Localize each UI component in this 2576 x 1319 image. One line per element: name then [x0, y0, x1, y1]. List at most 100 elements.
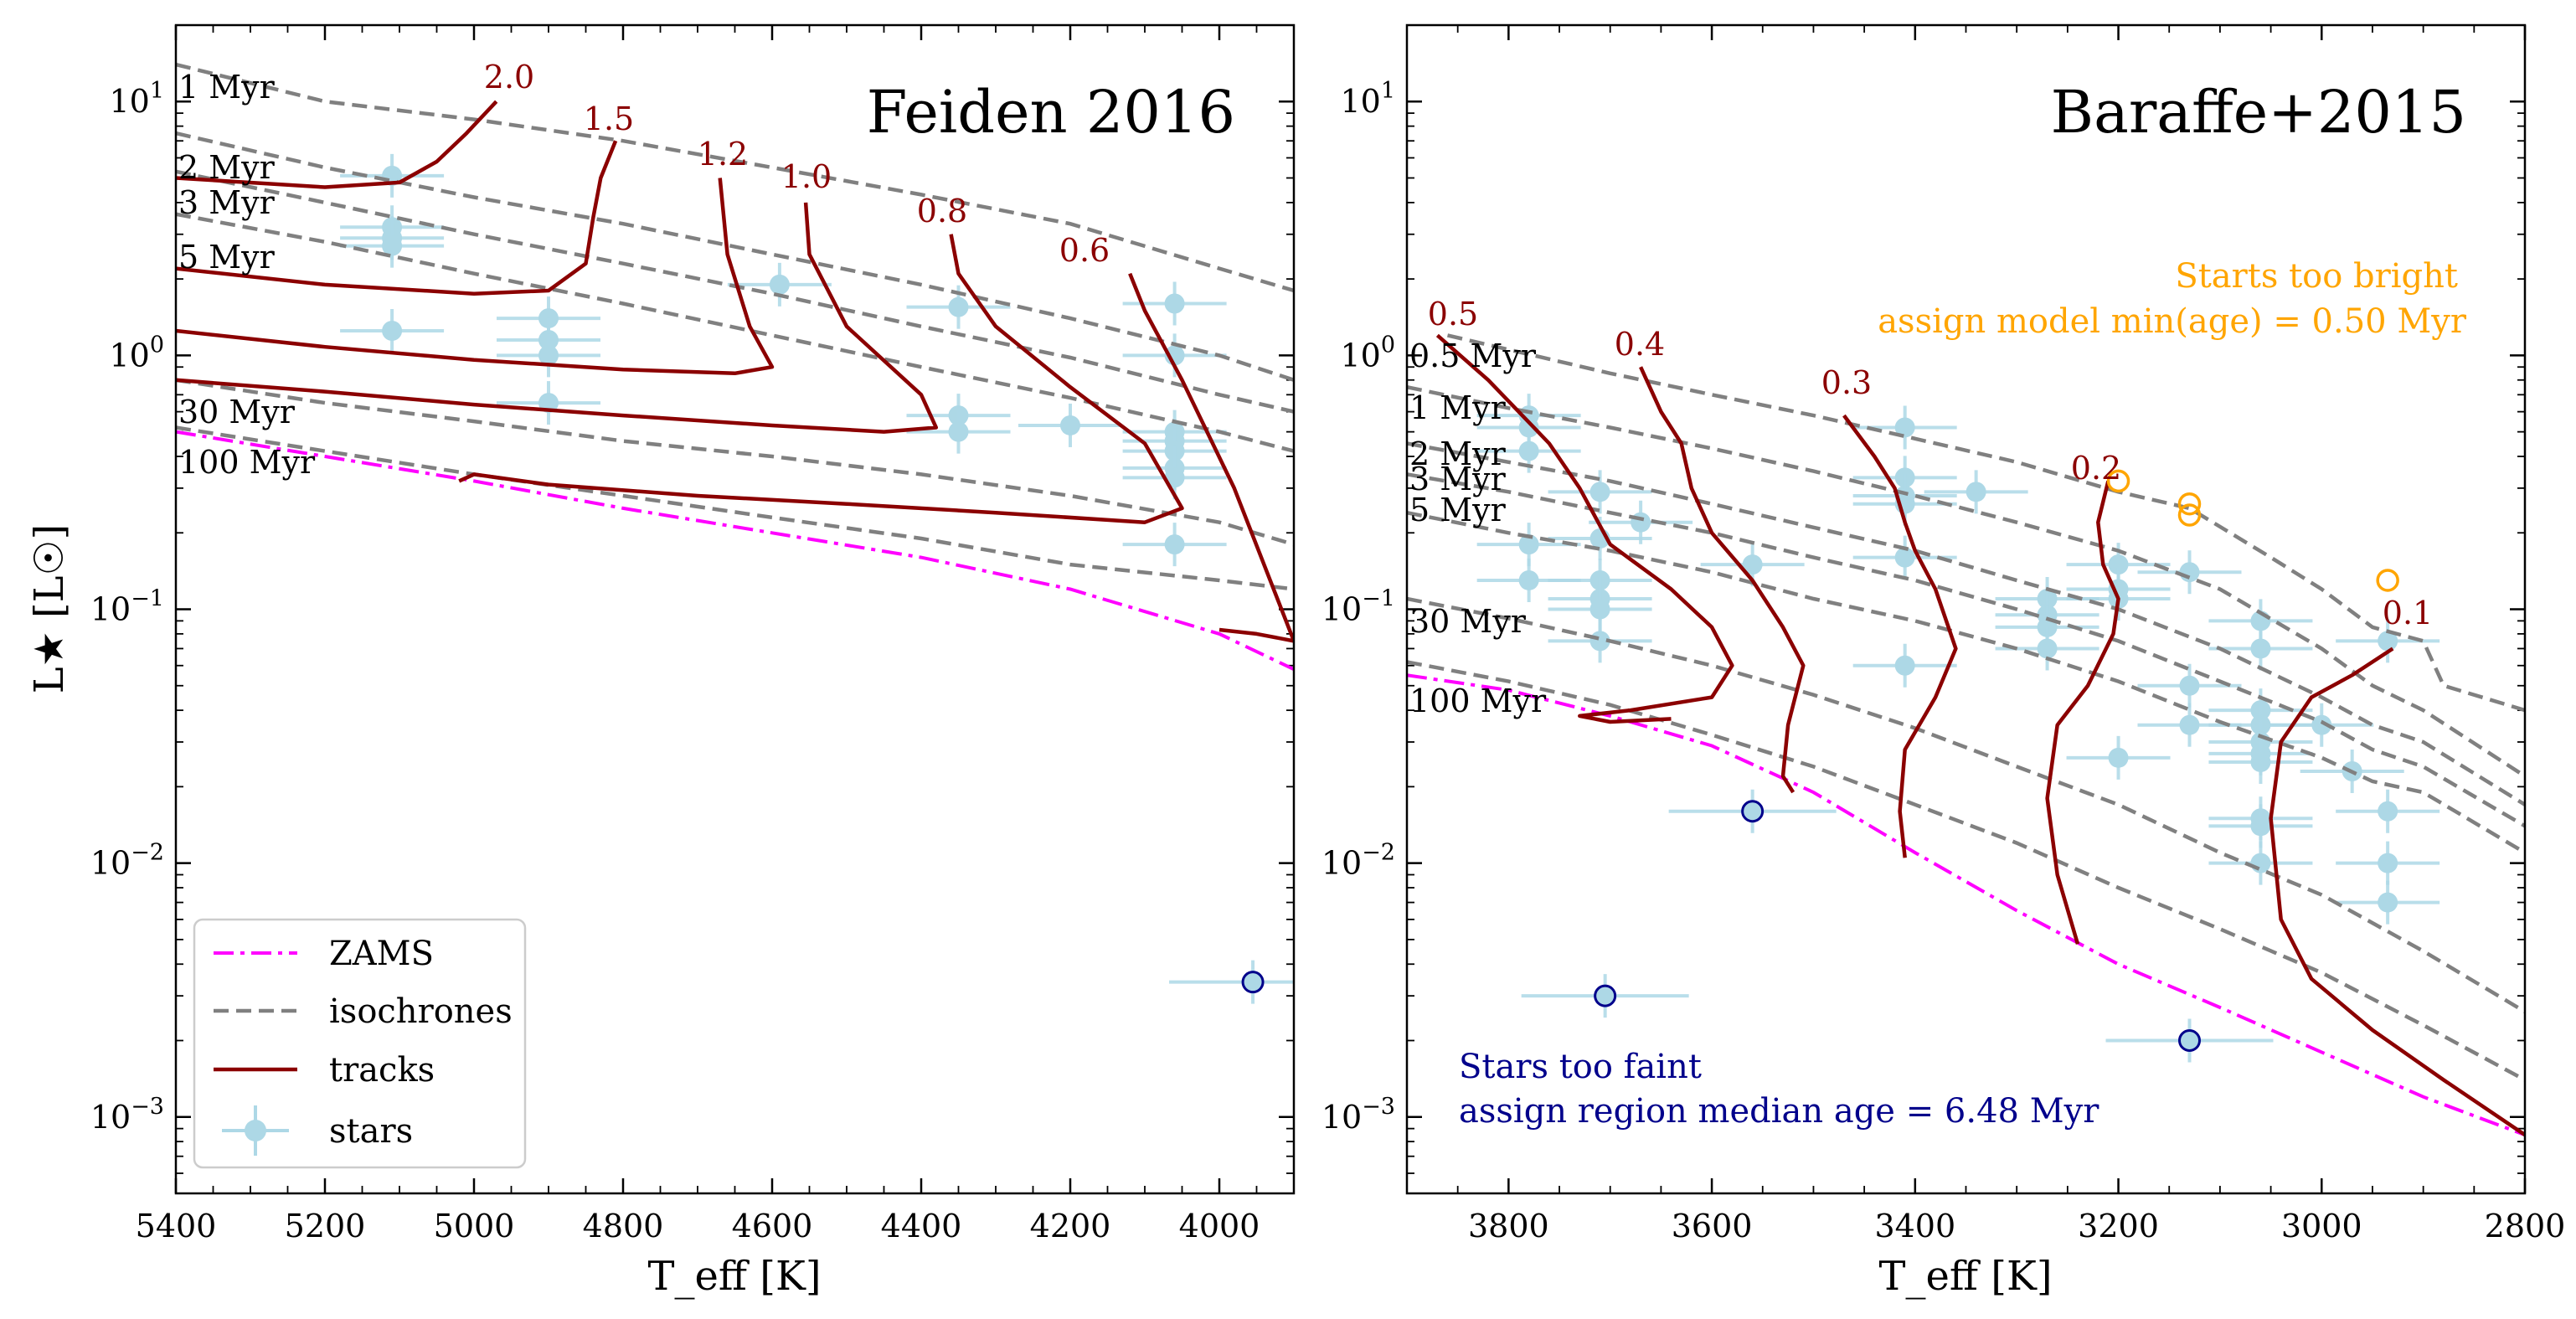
star-point: [497, 381, 600, 425]
isochrone-label: 2 Myr: [178, 149, 276, 186]
y-tick-label: 10−1: [1321, 586, 1395, 628]
star-marker: [1164, 534, 1185, 555]
faint-outlier-point: [1169, 960, 1294, 1004]
isochrone-label: 2 Myr: [1409, 435, 1507, 472]
star-marker: [382, 320, 403, 341]
left-y-axis-label: L★ [L☉]: [26, 524, 73, 694]
bright-note-line2: assign model min(age) = 0.50 Myr: [1878, 302, 2467, 341]
star-point: [2208, 804, 2313, 848]
legend-entry-zams: ZAMS: [214, 935, 434, 973]
star-point: [2208, 626, 2313, 671]
legend-label-zams: ZAMS: [329, 935, 434, 973]
track-line: [1842, 414, 1958, 858]
isochrone-label: 1 Myr: [178, 69, 276, 106]
star-marker: [1589, 482, 1610, 502]
star-point: [2208, 739, 2313, 784]
isochrone-line: [1407, 472, 2525, 828]
star-marker: [2250, 853, 2271, 873]
panel-feiden: 5400 5200 5000 4800 4600 4400 4200 4000 10−3 10−2…: [26, 23, 1296, 1300]
left-tracks: [176, 100, 1294, 643]
right-isochrones: [1407, 333, 2525, 1082]
faint-outlier-point: [1521, 974, 1689, 1018]
star-marker: [769, 274, 790, 295]
isochrone-line: [176, 169, 1294, 414]
star-point: [1122, 333, 1227, 378]
star-marker: [1164, 293, 1185, 314]
star-marker: [2378, 631, 2398, 652]
star-marker: [2179, 675, 2200, 696]
zams-line: [176, 430, 1294, 672]
star-point: [2336, 789, 2440, 833]
isochrone-label: 0.5 Myr: [1409, 337, 1537, 374]
track-mass-label: 0.1: [2383, 595, 2433, 631]
isochrone-line: [176, 131, 1294, 382]
legend-label-tracks: tracks: [329, 1051, 435, 1090]
y-tick-label: 10−2: [90, 840, 164, 882]
isochrone-line: [1407, 441, 2525, 806]
bright-note-line1: Starts too bright: [2175, 257, 2458, 296]
legend-entry-stars: stars: [222, 1105, 413, 1156]
x-tick-label: 5000: [434, 1208, 515, 1244]
track-mass-label: 1.5: [584, 100, 634, 137]
isochrone-label: 5 Myr: [1409, 492, 1507, 528]
isochrone-line: [176, 212, 1294, 453]
bright-outlier-point: [2177, 492, 2202, 516]
star-marker: [2311, 714, 2332, 735]
star-marker: [382, 235, 403, 256]
legend-label-stars: stars: [329, 1112, 413, 1151]
star-point: [340, 153, 445, 198]
track-mass-label: 0.8: [917, 193, 967, 229]
left-plot-frame: [174, 23, 1296, 1195]
star-point: [1548, 470, 1652, 514]
star-marker: [2179, 562, 2200, 583]
x-tick-label: 4400: [881, 1208, 962, 1244]
star-marker: [2108, 747, 2129, 768]
track-mass-label: 0.6: [1059, 232, 1110, 269]
x-tick-label: 3800: [1468, 1208, 1549, 1244]
star-marker: [2250, 751, 2271, 772]
x-tick-label: 3200: [2078, 1208, 2159, 1244]
star-marker: [1631, 512, 1651, 533]
legend-frame: [193, 918, 527, 1169]
y-tick-label: 10−2: [1321, 840, 1395, 882]
x-tick-label: 3000: [2281, 1208, 2362, 1244]
left-zams: [176, 430, 1294, 672]
zams-line: [1407, 673, 2525, 1136]
star-marker: [2108, 554, 2129, 575]
isochrone-label: 3 Myr: [1409, 461, 1507, 497]
y-tick-label: 10−3: [90, 1094, 164, 1136]
track-line: [176, 178, 775, 376]
star-point: [2208, 841, 2313, 885]
y-tick-label: 101: [1340, 78, 1395, 120]
legend-label-isochrones: isochrones: [329, 992, 513, 1031]
right-ticks: 3800 3600 3400 3200 3000 2800 10−3 10−2 10−1 100 1…: [1321, 25, 2565, 1244]
isochrone-line: [1407, 596, 2525, 1013]
star-marker: [1518, 441, 1539, 461]
right-tracks: [1435, 333, 2525, 1136]
track-mass-label: 1.2: [698, 136, 748, 173]
star-point: [2336, 880, 2440, 925]
star-point: [906, 410, 1011, 454]
track-line: [2045, 480, 2120, 945]
star-point: [1122, 281, 1227, 326]
star-point: [2336, 841, 2440, 885]
x-tick-label: 4800: [583, 1208, 664, 1244]
x-tick-label: 4200: [1030, 1208, 1111, 1244]
right-plot-frame: [1405, 23, 2527, 1195]
isochrone-label: 100 Myr: [178, 444, 316, 481]
isochrone-line: [176, 62, 1294, 293]
x-tick-label: 3600: [1672, 1208, 1753, 1244]
isochrone-label: 5 Myr: [178, 239, 276, 276]
star-marker: [1589, 599, 1610, 620]
track-mass-label: 0.2: [2071, 450, 2121, 487]
track-line: [176, 202, 939, 434]
track-line: [458, 234, 1184, 524]
star-point: [727, 262, 832, 307]
star-marker: [948, 421, 969, 442]
star-point: [2066, 735, 2171, 780]
star-marker: [2037, 638, 2058, 659]
y-tick-label: 100: [109, 332, 164, 374]
left-stars: [340, 153, 1227, 567]
